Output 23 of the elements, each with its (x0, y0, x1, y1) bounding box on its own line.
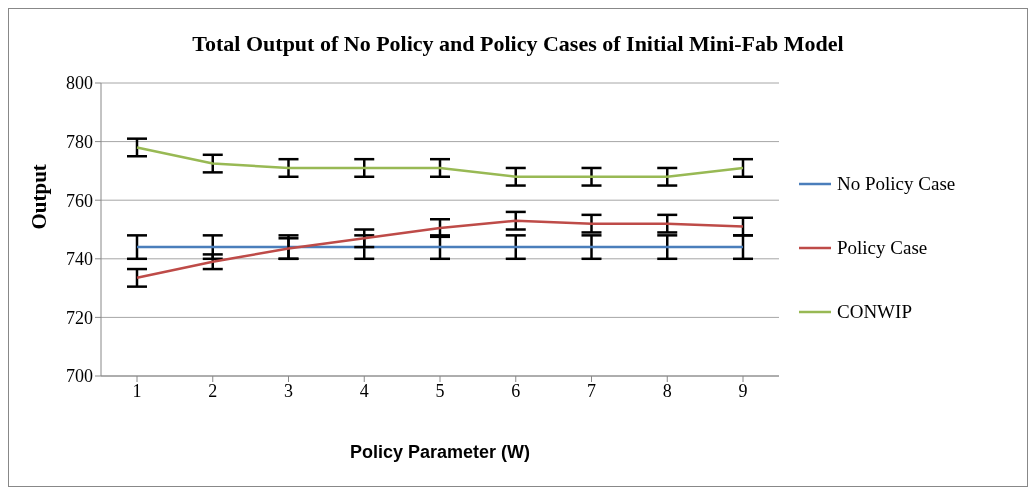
legend-label: CONWIP (837, 300, 912, 323)
x-tick-label: 3 (284, 380, 293, 401)
y-tick-label: 700 (66, 366, 93, 387)
y-axis-title: Output (27, 164, 52, 230)
line-series (135, 219, 745, 280)
x-tick-label: 7 (587, 380, 596, 401)
legend-label: Policy Case (837, 236, 928, 259)
x-tick-label: 5 (435, 380, 445, 401)
y-tick-label: 760 (66, 190, 93, 211)
x-tick-label: 4 (359, 380, 369, 401)
y-tick-label: 740 (66, 249, 93, 270)
y-tick-label: 800 (66, 73, 93, 94)
x-tick-label: 2 (208, 380, 218, 401)
y-tick-label: 720 (66, 307, 93, 328)
x-tick-label: 8 (662, 380, 672, 401)
y-tick-label: 780 (66, 131, 93, 152)
legend-label: No Policy Case (837, 172, 956, 195)
x-tick-label: 1 (132, 380, 142, 401)
line-series (135, 146, 745, 179)
x-axis-title: Policy Parameter (W) (349, 442, 531, 462)
x-tick-label: 6 (511, 380, 521, 401)
chart-title: Total Output of No Policy and Policy Cases of Initial Mini-Fab Model (191, 31, 845, 57)
x-tick-label: 9 (738, 380, 748, 401)
